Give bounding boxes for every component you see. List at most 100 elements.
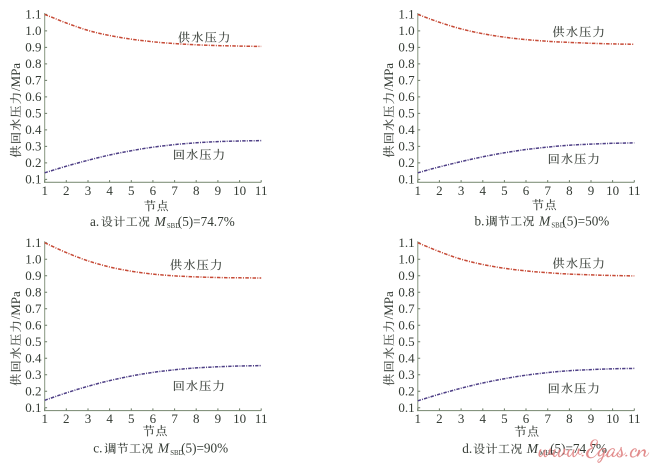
svg-text:/MPa: /MPa bbox=[8, 63, 23, 91]
svg-text:0.2: 0.2 bbox=[398, 384, 414, 399]
svg-text:0.7: 0.7 bbox=[25, 301, 42, 316]
svg-text:(5)=74.7%: (5)=74.7% bbox=[178, 214, 235, 229]
svg-text:2: 2 bbox=[63, 411, 70, 426]
svg-text:5: 5 bbox=[128, 411, 135, 426]
svg-text:1.0: 1.0 bbox=[398, 252, 414, 267]
svg-text:0.4: 0.4 bbox=[25, 122, 42, 137]
svg-text:0.2: 0.2 bbox=[25, 155, 41, 170]
svg-text:0.7: 0.7 bbox=[398, 301, 415, 316]
svg-text:1: 1 bbox=[41, 183, 48, 198]
svg-text:7: 7 bbox=[171, 183, 178, 198]
svg-text:6: 6 bbox=[150, 183, 157, 198]
svg-text:6: 6 bbox=[523, 183, 530, 198]
svg-text:11: 11 bbox=[255, 183, 268, 198]
svg-text:4: 4 bbox=[106, 411, 113, 426]
svg-text:b.: b. bbox=[475, 213, 485, 228]
svg-text:0.3: 0.3 bbox=[25, 139, 41, 154]
svg-text:M: M bbox=[526, 441, 539, 456]
svg-text:1.0: 1.0 bbox=[25, 252, 41, 267]
svg-text:0.8: 0.8 bbox=[25, 285, 41, 300]
svg-text:3: 3 bbox=[458, 411, 465, 426]
svg-text:4: 4 bbox=[480, 411, 487, 426]
svg-text:0.9: 0.9 bbox=[25, 268, 41, 283]
svg-text:(5)=90%: (5)=90% bbox=[181, 441, 228, 456]
svg-text:0.4: 0.4 bbox=[25, 351, 42, 366]
svg-text:0.6: 0.6 bbox=[25, 89, 42, 104]
svg-text:0.8: 0.8 bbox=[398, 285, 414, 300]
svg-text:1: 1 bbox=[41, 411, 48, 426]
svg-text:M: M bbox=[157, 441, 170, 456]
svg-text:0.5: 0.5 bbox=[25, 334, 41, 349]
svg-text:0.5: 0.5 bbox=[398, 106, 414, 121]
svg-text:8: 8 bbox=[193, 411, 200, 426]
svg-text:0.8: 0.8 bbox=[25, 56, 41, 71]
svg-text:SBD: SBD bbox=[551, 223, 564, 230]
svg-text:3: 3 bbox=[458, 183, 465, 198]
svg-text:0.2: 0.2 bbox=[398, 155, 414, 170]
svg-text:0.9: 0.9 bbox=[25, 40, 41, 55]
svg-text:7: 7 bbox=[544, 183, 551, 198]
svg-text:0.6: 0.6 bbox=[25, 318, 42, 333]
svg-text:6: 6 bbox=[523, 411, 530, 426]
svg-text:4: 4 bbox=[480, 183, 487, 198]
svg-text:6: 6 bbox=[150, 411, 157, 426]
svg-text:0.1: 0.1 bbox=[398, 400, 414, 415]
svg-text:1: 1 bbox=[415, 183, 422, 198]
svg-text:0.1: 0.1 bbox=[398, 172, 414, 187]
svg-text:d.: d. bbox=[462, 441, 472, 456]
svg-text:2: 2 bbox=[436, 183, 443, 198]
svg-text:8: 8 bbox=[566, 411, 573, 426]
svg-text:0.1: 0.1 bbox=[25, 400, 41, 415]
svg-text:10: 10 bbox=[606, 411, 619, 426]
svg-text:0.2: 0.2 bbox=[25, 384, 41, 399]
svg-text:(5)=50%: (5)=50% bbox=[562, 213, 609, 228]
svg-text:0.4: 0.4 bbox=[398, 351, 415, 366]
svg-text:9: 9 bbox=[588, 411, 595, 426]
svg-text:3: 3 bbox=[85, 183, 92, 198]
svg-text:7: 7 bbox=[544, 411, 551, 426]
svg-text:0.5: 0.5 bbox=[25, 106, 41, 121]
svg-text:1.1: 1.1 bbox=[25, 235, 41, 250]
svg-text:2: 2 bbox=[436, 411, 443, 426]
svg-text:MHD: MHD bbox=[539, 450, 555, 457]
svg-text:0.8: 0.8 bbox=[398, 56, 414, 71]
svg-text:0.3: 0.3 bbox=[398, 367, 414, 382]
svg-text:9: 9 bbox=[215, 183, 222, 198]
svg-text:c.: c. bbox=[93, 441, 102, 456]
svg-text:10: 10 bbox=[233, 411, 246, 426]
svg-text:/MPa: /MPa bbox=[8, 291, 23, 319]
svg-text:8: 8 bbox=[193, 183, 200, 198]
svg-text:3: 3 bbox=[85, 411, 92, 426]
svg-text:1.1: 1.1 bbox=[398, 235, 414, 250]
svg-text:10: 10 bbox=[606, 183, 619, 198]
svg-text:4: 4 bbox=[106, 183, 113, 198]
svg-text:0.1: 0.1 bbox=[25, 172, 41, 187]
svg-text:11: 11 bbox=[255, 411, 268, 426]
svg-text:0.6: 0.6 bbox=[398, 318, 415, 333]
svg-text:0.3: 0.3 bbox=[398, 139, 414, 154]
svg-text:0.7: 0.7 bbox=[25, 73, 42, 88]
svg-text:2: 2 bbox=[63, 183, 70, 198]
svg-text:0.9: 0.9 bbox=[398, 268, 414, 283]
svg-text:0.5: 0.5 bbox=[398, 334, 414, 349]
svg-text:0.4: 0.4 bbox=[398, 122, 415, 137]
svg-text:10: 10 bbox=[233, 183, 246, 198]
svg-text:/MPa: /MPa bbox=[381, 63, 396, 91]
svg-text:SBD: SBD bbox=[167, 223, 180, 230]
svg-text:7: 7 bbox=[171, 411, 178, 426]
svg-text:5: 5 bbox=[128, 183, 135, 198]
svg-text:0.3: 0.3 bbox=[25, 367, 41, 382]
svg-text:1: 1 bbox=[415, 411, 422, 426]
svg-text:5: 5 bbox=[501, 411, 508, 426]
svg-text:1.0: 1.0 bbox=[25, 23, 41, 38]
svg-text:0.6: 0.6 bbox=[398, 89, 415, 104]
svg-text:1.0: 1.0 bbox=[398, 23, 414, 38]
svg-text:1.1: 1.1 bbox=[25, 7, 41, 22]
svg-text:9: 9 bbox=[215, 411, 222, 426]
svg-text:9: 9 bbox=[588, 183, 595, 198]
svg-text:/MPa: /MPa bbox=[381, 291, 396, 319]
svg-text:0.9: 0.9 bbox=[398, 40, 414, 55]
svg-text:M: M bbox=[154, 214, 167, 229]
svg-text:5: 5 bbox=[501, 183, 508, 198]
svg-text:M: M bbox=[538, 213, 551, 228]
